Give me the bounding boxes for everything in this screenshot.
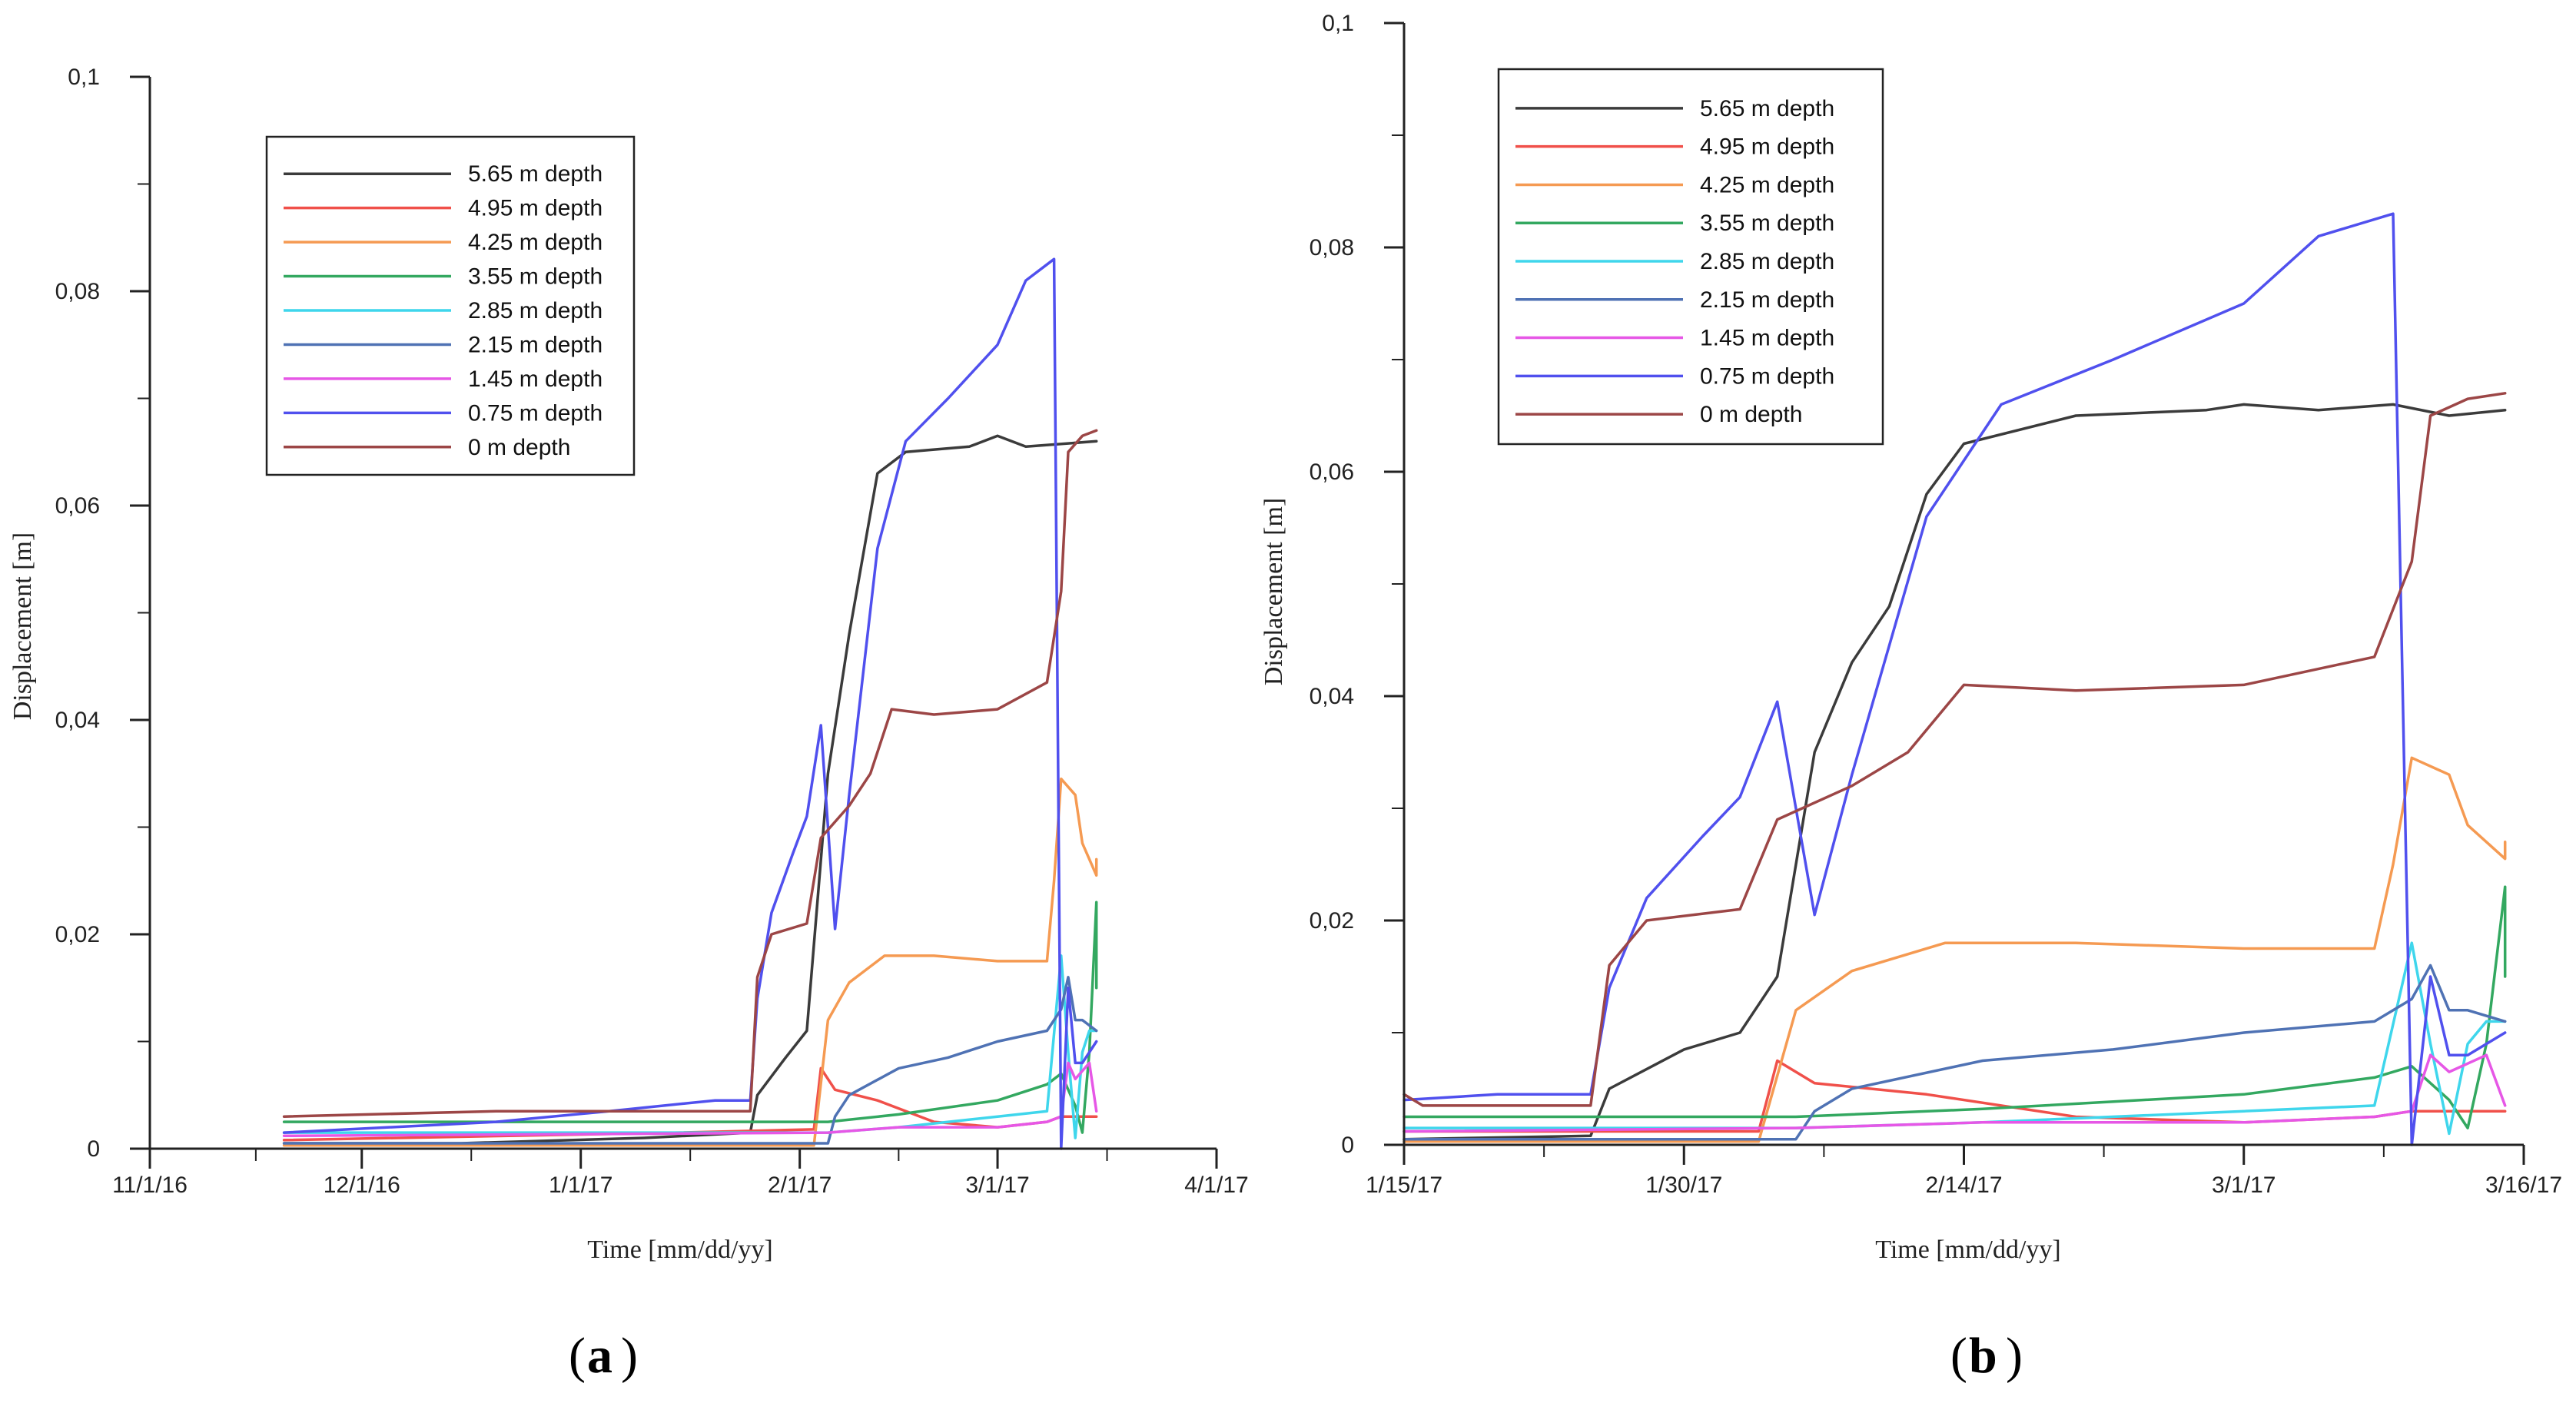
legend-b: 5.65 m depth 4.95 m depth 4.25 m depth 3.55… <box>1497 68 1884 446</box>
legend-label-5-65-m-depth: 5.65 m depth <box>1700 96 1834 121</box>
legend-label-5-65-m-depth: 5.65 m depth <box>468 161 603 187</box>
svg-text:): ) <box>2006 1328 2023 1384</box>
x-tick-label: 1/1/17 <box>549 1172 612 1198</box>
y-tick-label: 0 <box>87 1136 100 1162</box>
series-layer-a <box>282 257 1098 1150</box>
series-line-3-55-m-depth <box>1403 885 2507 1129</box>
series-line-5-65-m-depth <box>1403 403 2507 1141</box>
y-tick-label: 0,06 <box>55 493 100 519</box>
y-tick-label: 0,02 <box>1310 908 1354 934</box>
y-tick-label: 0,08 <box>1310 235 1354 260</box>
panel-letter-a: a <box>587 1328 612 1384</box>
panel-label-b: ( b ) <box>1950 1328 2023 1384</box>
series-line-3-55-m-depth <box>282 901 1098 1134</box>
x-tick-label: 4/1/17 <box>1184 1172 1248 1198</box>
series-line-4-25-m-depth <box>282 777 1098 1147</box>
series-line-0-m-depth <box>1403 392 2507 1107</box>
legend-label-4-95-m-depth: 4.95 m depth <box>1700 134 1834 160</box>
x-tick-label: 11/1/16 <box>112 1172 188 1198</box>
x-tick-label: 3/1/17 <box>2212 1172 2276 1198</box>
y-tick-label: 0,02 <box>55 922 100 947</box>
legend-a: 5.65 m depth 4.95 m depth 4.25 m depth 3.55… <box>265 135 636 476</box>
legend-label-0-75-m-depth: 0.75 m depth <box>1700 363 1834 389</box>
series-line-1-45-m-depth <box>1403 1053 2507 1133</box>
chart-panel-a: 0 0,02 0,04 0,06 0,08 0,1 11/1/16 12/1/16 1/1/17… <box>8 65 1249 1384</box>
panel-label-a: ( a ) <box>569 1328 638 1384</box>
x-tick-label: 2/1/17 <box>768 1172 832 1198</box>
x-axis-title-a: Time [mm/dd/yy] <box>587 1236 773 1264</box>
legend-label-4-25-m-depth: 4.25 m depth <box>468 230 603 255</box>
legend-box <box>1497 68 1884 446</box>
axes-b: 0 0,02 0,04 0,06 0,08 0,1 1/15/17 1/30/17 2/14/1… <box>1310 11 2562 1198</box>
legend-label-2-85-m-depth: 2.85 m depth <box>1700 249 1834 274</box>
legend-label-0-m-depth: 0 m depth <box>1700 402 1802 427</box>
y-tick-label: 0,04 <box>1310 684 1354 709</box>
svg-text:(: ( <box>569 1328 586 1384</box>
series-line-4-25-m-depth <box>1403 756 2507 1143</box>
y-tick-label: 0,04 <box>55 708 100 733</box>
y-tick-label: 0 <box>1341 1133 1354 1158</box>
series-line-4-95-m-depth <box>1403 1059 2507 1133</box>
legend-label-0-m-depth: 0 m depth <box>468 435 570 460</box>
series-layer-b <box>1403 212 2507 1146</box>
x-tick-label: 3/1/17 <box>965 1172 1029 1198</box>
legend-label-1-45-m-depth: 1.45 m depth <box>1700 326 1834 351</box>
legend-label-3-55-m-depth: 3.55 m depth <box>1700 211 1834 236</box>
legend-label-2-15-m-depth: 2.15 m depth <box>1700 287 1834 313</box>
legend-label-4-95-m-depth: 4.95 m depth <box>468 196 603 221</box>
axes-a: 0 0,02 0,04 0,06 0,08 0,1 11/1/16 12/1/16 1/1/17… <box>55 65 1249 1198</box>
panel-letter-b: b <box>1969 1328 1997 1384</box>
legend-label-3-55-m-depth: 3.55 m depth <box>468 264 603 290</box>
legend-label-4-25-m-depth: 4.25 m depth <box>1700 172 1834 197</box>
x-tick-label: 3/16/17 <box>2485 1172 2562 1198</box>
x-tick-label: 12/1/16 <box>324 1172 400 1198</box>
legend-label-1-45-m-depth: 1.45 m depth <box>468 367 603 392</box>
legend-label-0-75-m-depth: 0.75 m depth <box>468 400 603 426</box>
legend-label-2-85-m-depth: 2.85 m depth <box>468 298 603 323</box>
y-axis-title-a: Displacement [m] <box>8 532 37 721</box>
legend-box <box>265 135 636 476</box>
legend-label-2-15-m-depth: 2.15 m depth <box>468 332 603 357</box>
series-line-0-m-depth <box>282 429 1098 1118</box>
series-line-2-15-m-depth <box>282 976 1098 1145</box>
x-axis-title-b: Time [mm/dd/yy] <box>1875 1236 2061 1264</box>
x-tick-label: 1/30/17 <box>1645 1172 1722 1198</box>
series-line-5-65-m-depth <box>282 434 1098 1145</box>
series-line-2-15-m-depth <box>1403 964 2507 1141</box>
y-tick-label: 0,06 <box>1310 459 1354 485</box>
y-tick-label: 0,1 <box>68 65 100 90</box>
y-tick-label: 0,08 <box>55 279 100 304</box>
x-tick-label: 1/15/17 <box>1366 1172 1442 1198</box>
svg-text:): ) <box>621 1328 638 1384</box>
series-line-1-45-m-depth <box>282 1061 1098 1138</box>
chart-panel-b: 0 0,02 0,04 0,06 0,08 0,1 1/15/17 1/30/17 2/14/1… <box>1260 11 2562 1384</box>
series-line-0-75-m-depth <box>282 257 1098 1150</box>
svg-text:(: ( <box>1950 1328 1967 1384</box>
y-tick-label: 0,1 <box>1322 11 1354 36</box>
x-tick-label: 2/14/17 <box>1925 1172 2002 1198</box>
y-axis-title-b: Displacement [m] <box>1260 498 1288 686</box>
